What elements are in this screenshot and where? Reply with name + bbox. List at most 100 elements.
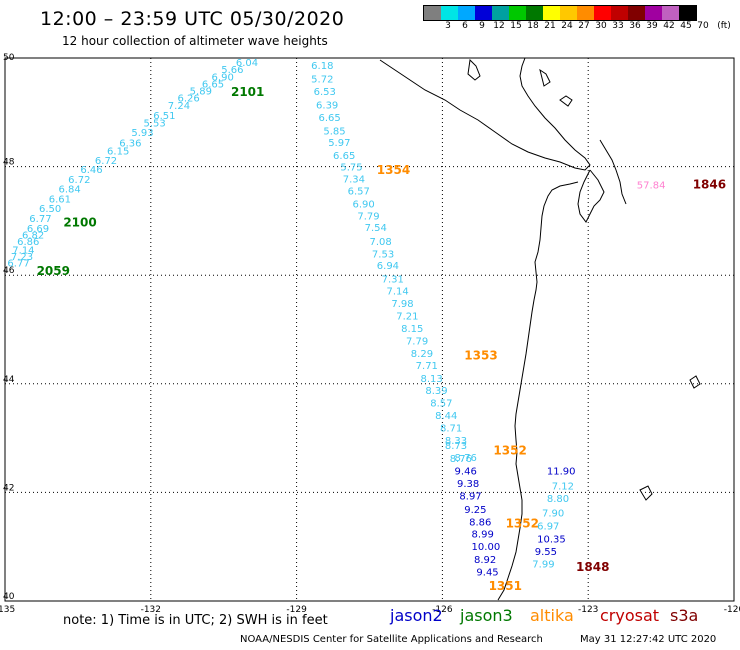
wave-height-value: 8.29 bbox=[411, 349, 433, 360]
wave-height-value: 6.65 bbox=[202, 79, 224, 90]
wave-height-value: 11.90 bbox=[547, 466, 576, 477]
wave-height-value: 6.84 bbox=[58, 185, 80, 196]
color-scale-bar bbox=[423, 5, 697, 21]
wave-height-value: 8.80 bbox=[547, 494, 569, 505]
wave-height-value: 6.65 bbox=[333, 151, 355, 162]
footer-note: note: 1) Time is in UTC; 2) SWH is in fe… bbox=[63, 613, 328, 628]
lon-tick-label: -123 bbox=[578, 605, 598, 615]
color-scale-tick: 18 bbox=[527, 21, 539, 31]
wave-height-value: 6.77 bbox=[29, 214, 51, 225]
wave-height-value: 6.15 bbox=[107, 147, 129, 158]
wave-height-value: 7.31 bbox=[382, 274, 404, 285]
wave-height-value: 8.97 bbox=[459, 491, 481, 502]
color-swatch bbox=[458, 6, 475, 20]
color-scale-tick: 21 bbox=[544, 21, 556, 31]
color-scale-tick: 33 bbox=[612, 21, 624, 31]
lon-tick-label: -129 bbox=[286, 605, 307, 615]
color-scale-tick: 70 bbox=[697, 21, 709, 31]
color-swatch bbox=[526, 6, 543, 20]
wave-height-value: 8.86 bbox=[469, 518, 491, 529]
pass-number-label: 1351 bbox=[489, 579, 522, 593]
wave-height-value: 7.14 bbox=[12, 245, 34, 256]
color-swatch bbox=[441, 6, 458, 20]
wave-height-value: 6.69 bbox=[27, 224, 49, 235]
wave-height-value: 6.18 bbox=[311, 61, 333, 72]
wave-height-value: 7.71 bbox=[416, 361, 438, 372]
wave-height-value: 8.39 bbox=[425, 386, 447, 397]
wave-height-value: 6.90 bbox=[212, 72, 234, 83]
color-scale-tick: 15 bbox=[510, 21, 522, 31]
color-swatch bbox=[679, 6, 696, 20]
wave-height-value: 7.24 bbox=[168, 101, 190, 112]
wave-height-value: 6.90 bbox=[352, 199, 374, 210]
pass-number-label: 1353 bbox=[464, 348, 497, 362]
wave-height-value: 6.50 bbox=[39, 204, 61, 215]
wave-height-value: 7.14 bbox=[387, 287, 409, 298]
color-scale-tick: 45 bbox=[680, 21, 692, 31]
color-swatch bbox=[628, 6, 645, 20]
pass-number-label: 1354 bbox=[377, 163, 410, 177]
wave-height-value: 7.34 bbox=[343, 174, 365, 185]
color-scale-tick: 42 bbox=[663, 21, 675, 31]
lat-tick-label: 40 bbox=[3, 592, 15, 602]
wave-height-value: 7.12 bbox=[552, 482, 574, 493]
footer-credit: NOAA/NESDIS Center for Satellite Applica… bbox=[240, 634, 543, 645]
wave-height-value: 9.38 bbox=[457, 479, 479, 490]
wave-height-value: 8.99 bbox=[472, 529, 494, 540]
color-swatch bbox=[424, 6, 441, 20]
wave-height-value: 8.71 bbox=[440, 424, 462, 435]
wave-height-value: 8.73 bbox=[445, 441, 467, 452]
lat-tick-label: 50 bbox=[3, 53, 15, 63]
wave-height-value: 8.76 bbox=[450, 454, 472, 465]
map-frame bbox=[4, 57, 735, 602]
page-title: 12:00 – 23:59 UTC 05/30/2020 bbox=[40, 8, 345, 30]
wave-height-value: 6.72 bbox=[68, 175, 90, 186]
wave-height-value: 9.45 bbox=[476, 567, 498, 578]
wave-height-value: 9.46 bbox=[455, 466, 477, 477]
color-swatch bbox=[509, 6, 526, 20]
color-scale-tick: 6 bbox=[462, 21, 468, 31]
wave-height-value: 7.79 bbox=[357, 211, 379, 222]
wave-height-value: 5.89 bbox=[190, 86, 212, 97]
wave-height-value: 7.21 bbox=[396, 312, 418, 323]
coastline-vancouver-island bbox=[379, 57, 591, 171]
pass-labels: 2101 2100 2059 1354 1353 1352 1352 1351 1848 1846 bbox=[37, 85, 727, 593]
color-scale-tick: 27 bbox=[578, 21, 590, 31]
pass-number-label: 2100 bbox=[63, 215, 96, 229]
wave-height-value: 57.84 bbox=[637, 180, 666, 191]
wave-height-value: 7.23 bbox=[11, 252, 33, 263]
legend-entry: s3a bbox=[670, 606, 699, 625]
map-grid: -135 -132 -129 -126 -123 -120 50 48 46 44 42 40 bbox=[0, 53, 740, 615]
color-swatch bbox=[611, 6, 628, 20]
color-swatch bbox=[594, 6, 611, 20]
wave-height-value: 6.57 bbox=[348, 186, 370, 197]
altimeter-tracks: 6.045.666.906.655.896.267.246.515.535.93… bbox=[7, 58, 665, 578]
lat-tick-label: 42 bbox=[3, 483, 14, 493]
wave-height-value: 8.13 bbox=[421, 374, 443, 385]
wave-height-value: 6.61 bbox=[49, 194, 71, 205]
wave-height-value: 7.53 bbox=[372, 249, 394, 260]
wave-height-value: 5.72 bbox=[311, 74, 333, 85]
wave-height-value: 6.04 bbox=[236, 58, 258, 69]
coastline bbox=[379, 57, 701, 601]
color-swatch bbox=[577, 6, 594, 20]
lon-tick-label: -135 bbox=[0, 605, 15, 615]
wave-height-value: 6.53 bbox=[314, 87, 336, 98]
pass-number-label: 1848 bbox=[576, 560, 609, 574]
wave-height-value: 9.25 bbox=[464, 505, 486, 516]
wave-height-value: 5.97 bbox=[328, 138, 350, 149]
page-subtitle: 12 hour collection of altimeter wave hei… bbox=[62, 34, 328, 48]
color-scale-tick: 36 bbox=[629, 21, 641, 31]
wave-height-value: 6.72 bbox=[95, 156, 117, 167]
wave-height-value: 6.46 bbox=[80, 165, 102, 176]
coastline-islands bbox=[467, 58, 701, 501]
wave-height-value: 6.65 bbox=[318, 113, 340, 124]
legend-entry: jason3 bbox=[460, 606, 513, 625]
color-scale-tick: 3 bbox=[445, 21, 451, 31]
pass-number-label: 1846 bbox=[693, 177, 726, 191]
wave-height-value: 5.93 bbox=[131, 128, 153, 139]
lat-tick-label: 44 bbox=[3, 375, 15, 385]
wave-height-value: 8.44 bbox=[435, 411, 457, 422]
wave-height-value: 5.53 bbox=[144, 118, 166, 129]
